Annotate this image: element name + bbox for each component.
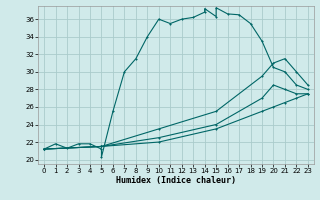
X-axis label: Humidex (Indice chaleur): Humidex (Indice chaleur): [116, 176, 236, 185]
